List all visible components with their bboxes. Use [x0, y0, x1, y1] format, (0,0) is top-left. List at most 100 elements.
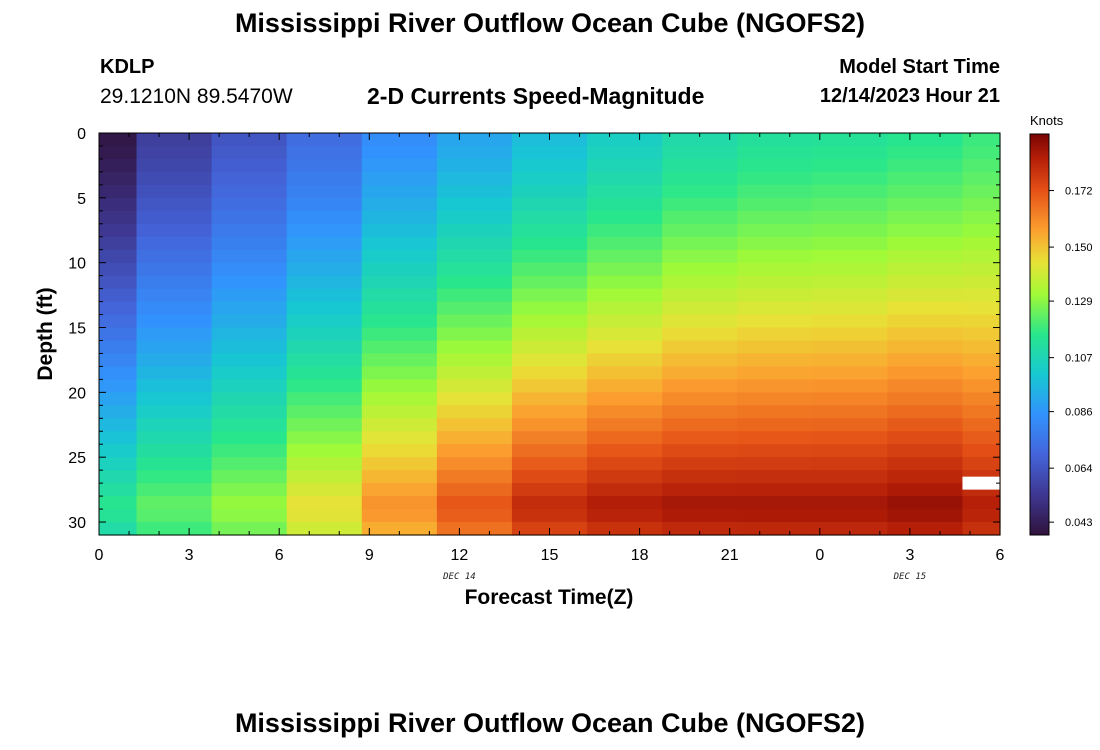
heatmap-cell	[737, 392, 813, 406]
heatmap-cell	[361, 262, 438, 277]
heatmap-cell	[136, 340, 213, 355]
heatmap-cell	[136, 223, 213, 238]
heatmap-cell	[211, 418, 288, 432]
heatmap-cell	[812, 496, 888, 510]
heatmap-cell	[962, 288, 1001, 303]
heatmap-cell	[361, 236, 438, 251]
heatmap-cell	[286, 236, 363, 251]
heatmap-cell	[211, 210, 288, 225]
heatmap-cell	[587, 171, 663, 186]
heatmap-cell	[211, 133, 288, 147]
heatmap-cell	[136, 366, 213, 380]
heatmap-cell	[99, 496, 138, 510]
heatmap-cell	[511, 340, 588, 355]
heatmap-cell	[887, 405, 964, 419]
heatmap-cell	[511, 197, 588, 212]
heatmap-cell	[361, 340, 438, 355]
heatmap-cell	[361, 483, 438, 497]
heatmap-cell	[286, 379, 363, 393]
heatmap-cell	[99, 275, 138, 290]
heatmap-cell	[286, 275, 363, 290]
heatmap-cell	[587, 379, 663, 393]
heatmap-cell	[511, 301, 588, 316]
heatmap-cell	[211, 470, 288, 484]
heatmap-cell	[812, 301, 888, 316]
heatmap-cell	[286, 366, 363, 380]
heatmap-cell	[361, 470, 438, 484]
heatmap-cell	[99, 314, 138, 329]
heatmap-cell	[737, 249, 813, 264]
colorbar-tick-label: 0.064	[1065, 463, 1093, 475]
heatmap-cell	[99, 366, 138, 380]
heatmap-cell	[436, 210, 513, 225]
heatmap-cell	[286, 314, 363, 329]
heatmap-cell	[511, 158, 588, 173]
heatmap-cell	[286, 197, 363, 212]
heatmap-cell	[286, 288, 363, 303]
heatmap-cell	[887, 353, 964, 368]
heatmap-cell	[436, 483, 513, 497]
x-axis-title: Forecast Time(Z)	[465, 586, 634, 609]
heatmap-cell	[737, 431, 813, 445]
y-axis-title: Depth (ft)	[34, 287, 57, 380]
heatmap-cell	[737, 509, 813, 523]
heatmap-cell	[286, 340, 363, 355]
heatmap-cell	[962, 171, 1001, 186]
heatmap-cell	[962, 418, 1001, 432]
heatmap-cell	[887, 158, 964, 173]
heatmap-cell	[662, 353, 738, 368]
heatmap-cell	[962, 379, 1001, 393]
heatmap-cell	[887, 301, 964, 316]
heatmap-cell	[361, 275, 438, 290]
heatmap-cell	[136, 197, 213, 212]
y-tick-label: 15	[68, 321, 86, 338]
heatmap-cell	[436, 444, 513, 458]
heatmap-cell	[511, 275, 588, 290]
y-tick-label: 0	[77, 126, 86, 143]
heatmap-cell	[737, 444, 813, 458]
heatmap-cell	[436, 405, 513, 419]
heatmap-cell	[962, 405, 1001, 419]
heatmap-cell	[587, 262, 663, 277]
heatmap-cell	[286, 509, 363, 523]
heatmap-cell	[962, 301, 1001, 316]
heatmap-cell	[436, 145, 513, 160]
heatmap-cell	[361, 197, 438, 212]
heatmap-cell	[211, 405, 288, 419]
heatmap-cell	[662, 262, 738, 277]
y-tick-label: 25	[68, 450, 86, 467]
heatmap-cell	[587, 249, 663, 264]
heatmap-cell	[511, 418, 588, 432]
heatmap-cell	[136, 145, 213, 160]
heatmap-cell	[436, 431, 513, 445]
model-start-value: 12/14/2023 Hour 21	[819, 85, 1000, 107]
heatmap-cell	[737, 210, 813, 225]
colorbar-tick-label: 0.129	[1065, 296, 1093, 308]
heatmap-cell	[436, 171, 513, 186]
heatmap-cell	[737, 483, 813, 497]
heatmap-cell	[587, 288, 663, 303]
heatmap-cell	[812, 366, 888, 380]
heatmap-cell	[962, 145, 1001, 160]
heatmap-cell	[511, 405, 588, 419]
heatmap-cell	[136, 210, 213, 225]
heatmap-cell	[436, 366, 513, 380]
heatmap-cell	[887, 418, 964, 432]
heatmap-cell	[812, 353, 888, 368]
heatmap-cell	[361, 496, 438, 510]
heatmap-cell	[962, 496, 1001, 510]
heatmap-cell	[662, 184, 738, 199]
heatmap-cell	[662, 522, 738, 536]
colorbar-units: Knots	[1030, 113, 1064, 128]
heatmap-cell	[587, 418, 663, 432]
heatmap-cell	[136, 431, 213, 445]
heatmap-cell	[99, 210, 138, 225]
heatmap-cell	[887, 392, 964, 406]
heatmap-cell	[737, 496, 813, 510]
heatmap-cell	[436, 379, 513, 393]
heatmap-cell	[587, 431, 663, 445]
heatmap-cell	[511, 327, 588, 342]
heatmap-cell	[286, 431, 363, 445]
heatmap-cell	[812, 288, 888, 303]
heatmap-cell	[962, 210, 1001, 225]
